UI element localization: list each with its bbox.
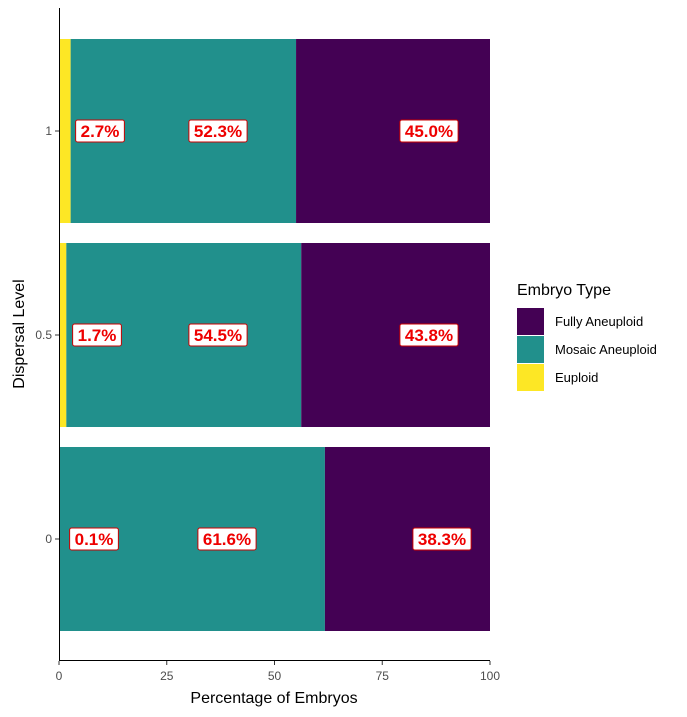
data-label-mosaic-aneuploid-0: 61.6% bbox=[197, 527, 257, 551]
x-tick-label: 100 bbox=[480, 669, 500, 683]
data-label-text: 45.0% bbox=[405, 122, 453, 141]
legend: Embryo Type Fully Aneuploid Mosaic Aneupl… bbox=[517, 282, 657, 391]
data-label-text: 52.3% bbox=[194, 122, 242, 141]
data-label-text: 54.5% bbox=[194, 326, 242, 345]
data-label-mosaic-aneuploid-0.5: 54.5% bbox=[188, 323, 248, 347]
data-label-euploid-1: 2.7% bbox=[75, 119, 125, 143]
data-label-euploid-0: 0.1% bbox=[69, 527, 119, 551]
data-label-fully-aneuploid-0.5: 43.8% bbox=[399, 323, 459, 347]
data-label-box bbox=[69, 527, 119, 551]
data-label-box bbox=[188, 323, 248, 347]
y-ticks: 00.51 bbox=[35, 124, 59, 546]
x-tick-label: 75 bbox=[376, 669, 390, 683]
data-label-euploid-0.5: 1.7% bbox=[72, 323, 122, 347]
x-tick-label: 0 bbox=[56, 669, 63, 683]
data-label-fully-aneuploid-0: 38.3% bbox=[412, 527, 472, 551]
legend-label-mosaic-aneuploid: Mosaic Aneuploid bbox=[555, 342, 657, 357]
y-tick-label: 0 bbox=[45, 532, 52, 546]
legend-swatch-mosaic-aneuploid bbox=[517, 336, 544, 363]
data-label-text: 61.6% bbox=[203, 530, 251, 549]
y-tick-label: 0.5 bbox=[35, 328, 52, 342]
bar-segment-fully-aneuploid-0.5 bbox=[301, 243, 490, 427]
data-label-box bbox=[197, 527, 257, 551]
legend-label-euploid: Euploid bbox=[555, 370, 598, 385]
data-labels-layer: 0.1% 61.6% 38.3% 1.7% 54.5% 43.8% 2.7% 52.3% 45.… bbox=[69, 119, 472, 551]
legend-label-fully-aneuploid: Fully Aneuploid bbox=[555, 314, 643, 329]
x-tick-label: 50 bbox=[268, 669, 282, 683]
data-label-box bbox=[188, 119, 248, 143]
x-axis-title: Percentage of Embryos bbox=[190, 690, 357, 707]
data-label-mosaic-aneuploid-1: 52.3% bbox=[188, 119, 248, 143]
data-label-text: 0.1% bbox=[75, 530, 114, 549]
y-tick-label: 1 bbox=[45, 124, 52, 138]
data-label-box bbox=[399, 323, 459, 347]
y-axis-title: Dispersal Level bbox=[11, 279, 28, 388]
data-label-box bbox=[399, 119, 459, 143]
x-tick-label: 25 bbox=[160, 669, 174, 683]
data-label-box bbox=[72, 323, 122, 347]
data-label-box bbox=[412, 527, 472, 551]
data-label-text: 1.7% bbox=[78, 326, 117, 345]
bar-segment-euploid-1 bbox=[59, 39, 71, 223]
data-label-fully-aneuploid-1: 45.0% bbox=[399, 119, 459, 143]
legend-swatch-fully-aneuploid bbox=[517, 308, 544, 335]
legend-title: Embryo Type bbox=[517, 282, 611, 299]
data-label-box bbox=[75, 119, 125, 143]
bar-segment-euploid-0.5 bbox=[59, 243, 67, 427]
bar-segment-fully-aneuploid-1 bbox=[296, 39, 490, 223]
data-label-text: 2.7% bbox=[81, 122, 120, 141]
data-label-text: 43.8% bbox=[405, 326, 453, 345]
x-ticks: 0 25 50 75 100 bbox=[56, 661, 500, 683]
data-label-text: 38.3% bbox=[418, 530, 466, 549]
legend-swatch-euploid bbox=[517, 364, 544, 391]
